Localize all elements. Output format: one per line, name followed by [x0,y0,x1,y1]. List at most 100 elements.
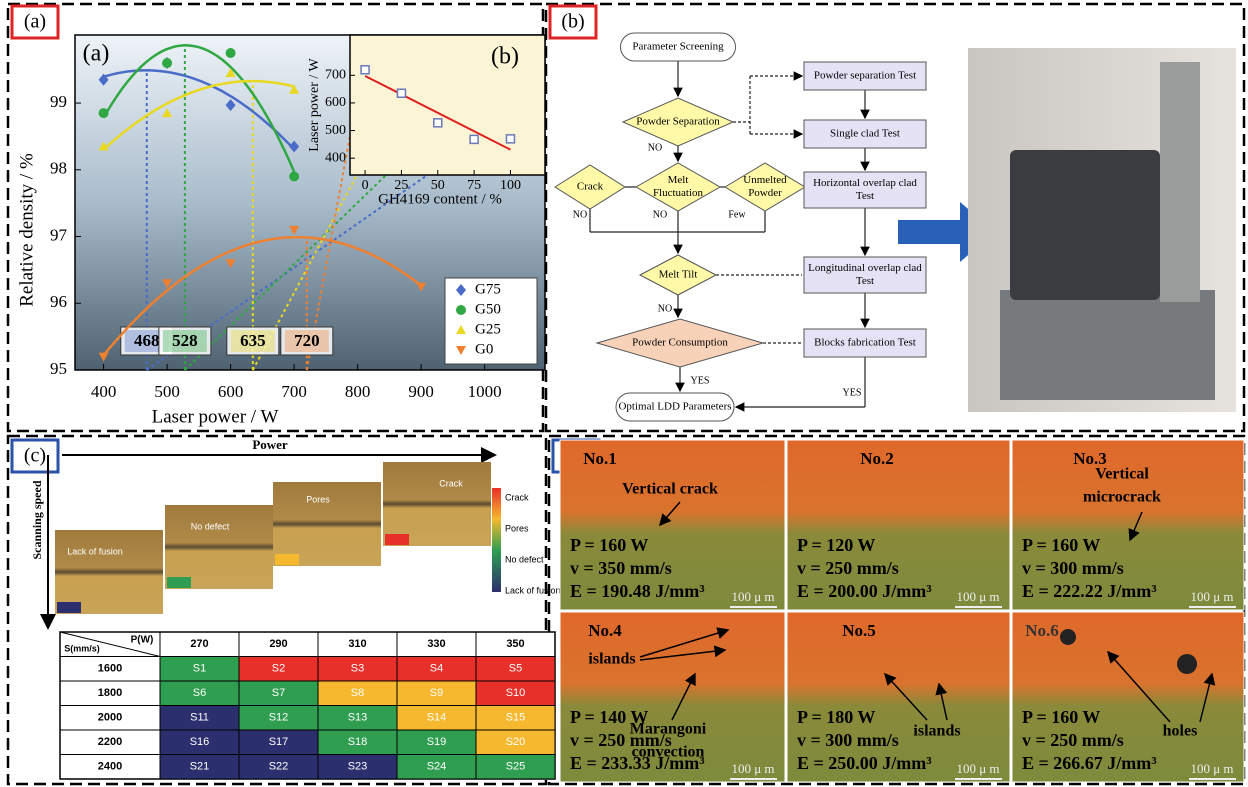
table-header: 310 [348,638,366,650]
scale-label: 100 μ m [1190,761,1233,776]
flow-node-label: Fluctuation [653,187,704,199]
x-tick-label: 100 [500,178,521,193]
y-tick-label: 98 [50,159,67,178]
photo-block [1010,150,1160,300]
x-tick-label: 900 [408,382,434,401]
chart-panel-label: (b) [491,44,519,70]
table-cell-text: S7 [272,687,285,699]
marker [470,135,478,143]
marker [361,66,369,74]
tile-param: v = 250 mm/s [797,558,899,578]
tile-note: holes [1163,723,1198,740]
flow-edge-label: YES [691,375,710,386]
x-tick-label: 1000 [468,382,502,401]
figure: (a)(b)(c)(d)4005006007008009001000959697… [0,0,1248,787]
x-tick-label: 500 [154,382,180,401]
x-tick-label: 0 [362,178,369,193]
table-cell-text: S13 [348,712,368,724]
flow-node-label: Melt Tilt [659,269,698,281]
table-cell-text: S2 [272,663,285,675]
panel-label: (b) [561,11,584,33]
flow-node-label: Crack [577,181,604,193]
tile-param: E = 266.67 J/mm³ [1022,753,1157,773]
table-header: 350 [506,638,524,650]
defect-swatch [167,577,191,588]
table-cell-text: S24 [427,761,447,773]
flow-node-label: Powder separation Test [814,70,916,82]
table-header: 330 [427,638,445,650]
table-cell-text: S15 [506,712,526,724]
flow-edge-label: Few [728,209,746,220]
table-cell-text: S22 [269,761,289,773]
table-cell-text: S1 [193,663,206,675]
annotation-label: 635 [240,331,266,350]
speed-label: Scanning speed [30,480,44,559]
defect-swatch [275,554,299,565]
table-cell-text: S5 [509,663,522,675]
flow-node-label: Unmelted [743,174,787,186]
photo-ruler [1160,62,1200,302]
x-axis-label: GH4169 content / % [378,191,502,207]
tile-param: P = 140 W [570,707,648,727]
marker [397,89,405,97]
table-corner: S(mm/s) [64,643,100,653]
flow-node-label: Single clad Test [830,128,900,140]
marker [99,108,109,118]
panel-label: (c) [24,445,46,467]
table-header: 270 [190,638,208,650]
tile-param: P = 160 W [1022,535,1100,555]
tile-param: P = 160 W [1022,707,1100,727]
annotation-label: 720 [294,331,320,350]
x-tick-label: 600 [218,382,244,401]
marker [226,48,236,58]
table-cell-text: S11 [190,712,209,724]
flow-edge-label: NO [653,209,667,220]
panel-label: (a) [24,11,46,33]
table-cell-text: S9 [430,687,443,699]
tile-title: No.5 [842,621,876,640]
table-cell-text: S16 [190,736,210,748]
tile-param: E = 200.00 J/mm³ [797,581,932,601]
colorbar-label: Lack of fusion [505,585,561,595]
micrograph-label: Pores [306,494,330,504]
tile-param: E = 222.22 J/mm³ [1022,581,1157,601]
micrograph-label: No defect [191,521,230,531]
tile-param: v = 300 mm/s [797,730,899,750]
table-cell-text: S14 [427,712,447,724]
defect-swatch [385,534,409,545]
tile-param: P = 120 W [797,535,875,555]
tile-param: v = 350 mm/s [570,558,672,578]
table-cell-text: S8 [351,687,364,699]
table-cell-text: S23 [348,761,368,773]
y-tick-label: 99 [50,92,67,111]
tile-param: v = 250 mm/s [570,730,672,750]
power-label: Power [252,437,288,452]
flow-node-label: Powder Consumption [632,337,728,349]
flow-node-label: Longitudinal overlap clad [808,262,922,274]
x-tick-label: 400 [91,382,117,401]
tile-param: E = 190.48 J/mm³ [570,581,705,601]
flow-node-label: Test [856,275,874,287]
tile-title: No.4 [588,621,622,640]
colorbar-label: No defect [505,554,544,564]
y-tick-label: 700 [325,68,346,83]
table-cell-text: S6 [193,687,206,699]
flow-node-label: Powder Separation [636,116,720,128]
scale-label: 100 μ m [731,589,774,604]
marker [506,135,514,143]
flow-edge-label: NO [648,142,662,153]
scale-label: 100 μ m [956,761,999,776]
micrograph [383,462,491,546]
marker [434,119,442,127]
y-axis-label: Relative density / % [16,153,37,307]
table-row-header: 1800 [98,687,122,699]
marker [456,305,466,315]
micrograph [55,530,163,614]
micrograph-label: Crack [439,478,463,488]
flow-node-label: Optimal LDD Parameters [618,401,731,413]
table-row-header: 2200 [98,736,122,748]
tile-param: P = 180 W [797,707,875,727]
colorbar-label: Pores [505,523,529,533]
tile-param: E = 250.00 J/mm³ [797,753,932,773]
tile-note: Vertical crack [622,481,718,498]
